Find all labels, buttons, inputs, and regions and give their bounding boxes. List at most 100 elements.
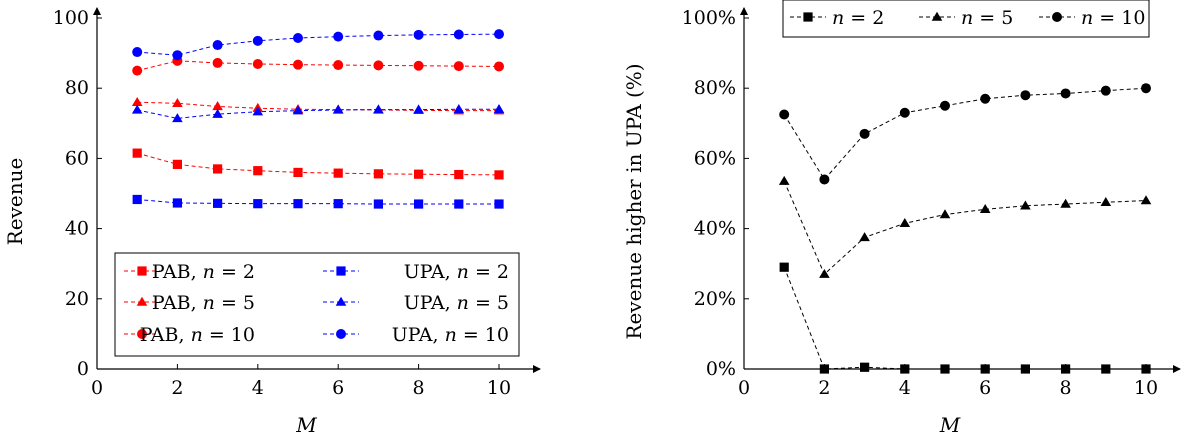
x-tick-label: 6 [332, 377, 344, 399]
legend-label: n = 10 [1081, 7, 1145, 29]
data-point [132, 148, 142, 158]
data-point [333, 31, 344, 42]
data-point [373, 169, 383, 179]
data-point [172, 159, 182, 169]
y-tick-label: 0 [77, 358, 89, 380]
data-point [779, 262, 789, 272]
data-point [414, 169, 424, 179]
data-point [293, 199, 303, 209]
legend-marker [335, 296, 347, 306]
legend-marker [336, 329, 346, 339]
x-axis-label: M [939, 413, 961, 437]
data-point [213, 198, 223, 208]
series-3 [131, 96, 505, 115]
legend-item: n = 10 [1039, 7, 1145, 29]
legend-marker [336, 266, 346, 276]
legend-item: n = 5 [919, 7, 1013, 29]
data-point [413, 29, 424, 40]
x-tick-label: 4 [252, 377, 264, 399]
data-point [979, 204, 991, 213]
data-point [778, 175, 790, 185]
legend-box [782, 0, 1150, 38]
data-point [172, 198, 182, 208]
series-1 [779, 262, 1151, 374]
x-tick-label: 10 [487, 377, 511, 399]
data-point [899, 218, 911, 228]
data-point [212, 101, 223, 111]
legend-box [114, 252, 520, 357]
data-point [132, 47, 143, 58]
y-axis-label: Revenue [3, 158, 27, 246]
data-point [172, 50, 183, 61]
data-point [293, 167, 303, 178]
data-point [1141, 364, 1151, 374]
data-point [819, 174, 830, 185]
x-tick-label: 2 [171, 377, 183, 399]
series-6 [132, 29, 504, 61]
data-point [293, 59, 303, 70]
data-point [494, 199, 504, 209]
y-tick-label: 0% [706, 358, 736, 380]
x-tick-label: 0 [91, 377, 103, 399]
data-point [899, 107, 910, 118]
data-point [414, 199, 424, 209]
data-point [819, 364, 829, 374]
series-line [137, 152, 500, 176]
data-point [1100, 85, 1111, 96]
data-point [213, 164, 223, 174]
legend-label: n = 2 [832, 7, 884, 29]
data-point [172, 113, 183, 123]
series-4 [131, 103, 505, 123]
data-point [494, 170, 504, 180]
data-point [212, 57, 223, 68]
x-axis-label: M [295, 413, 317, 437]
legend-label: PAB, n = 10 [140, 324, 255, 346]
series-line [783, 181, 1147, 276]
legend-label: UPA, n = 10 [392, 324, 509, 346]
x-tick-label: 8 [1060, 377, 1072, 399]
data-point [333, 60, 344, 71]
data-point [494, 61, 504, 72]
data-point [172, 98, 183, 107]
legend-item: UPA, n = 10 [323, 324, 509, 346]
data-point [1141, 83, 1151, 94]
data-point [292, 105, 304, 115]
data-point [252, 58, 263, 69]
data-point [212, 40, 223, 51]
series-2 [132, 194, 504, 209]
data-point [253, 166, 263, 176]
data-point [252, 106, 264, 116]
legend-label: PAB, n = 5 [152, 292, 255, 314]
data-point [819, 268, 830, 278]
series-line [783, 87, 1147, 181]
series-1 [132, 148, 504, 180]
x-tick-label: 10 [1134, 377, 1158, 399]
series-line [137, 33, 500, 56]
y-tick-label: 80% [694, 77, 736, 99]
series-line [137, 198, 499, 205]
series-line [137, 101, 499, 112]
data-point [453, 29, 464, 40]
data-point [940, 100, 950, 111]
data-point [333, 168, 343, 178]
data-point [252, 35, 263, 46]
series-2 [778, 175, 1152, 278]
y-tick-label: 40% [694, 218, 736, 240]
data-point [373, 60, 384, 71]
data-point [453, 61, 464, 72]
legend-label: UPA, n = 2 [404, 261, 509, 283]
legend: n = 2 n = 5 n = 10 [782, 0, 1150, 38]
data-point [1060, 198, 1071, 208]
data-point [373, 30, 384, 41]
data-point [132, 65, 143, 76]
data-point [454, 169, 464, 180]
legend-item: UPA, n = 2 [323, 261, 509, 283]
y-tick-label: 20% [694, 288, 736, 310]
data-point [131, 96, 143, 106]
data-point [1020, 90, 1031, 101]
y-tick-label: 100% [682, 7, 736, 29]
